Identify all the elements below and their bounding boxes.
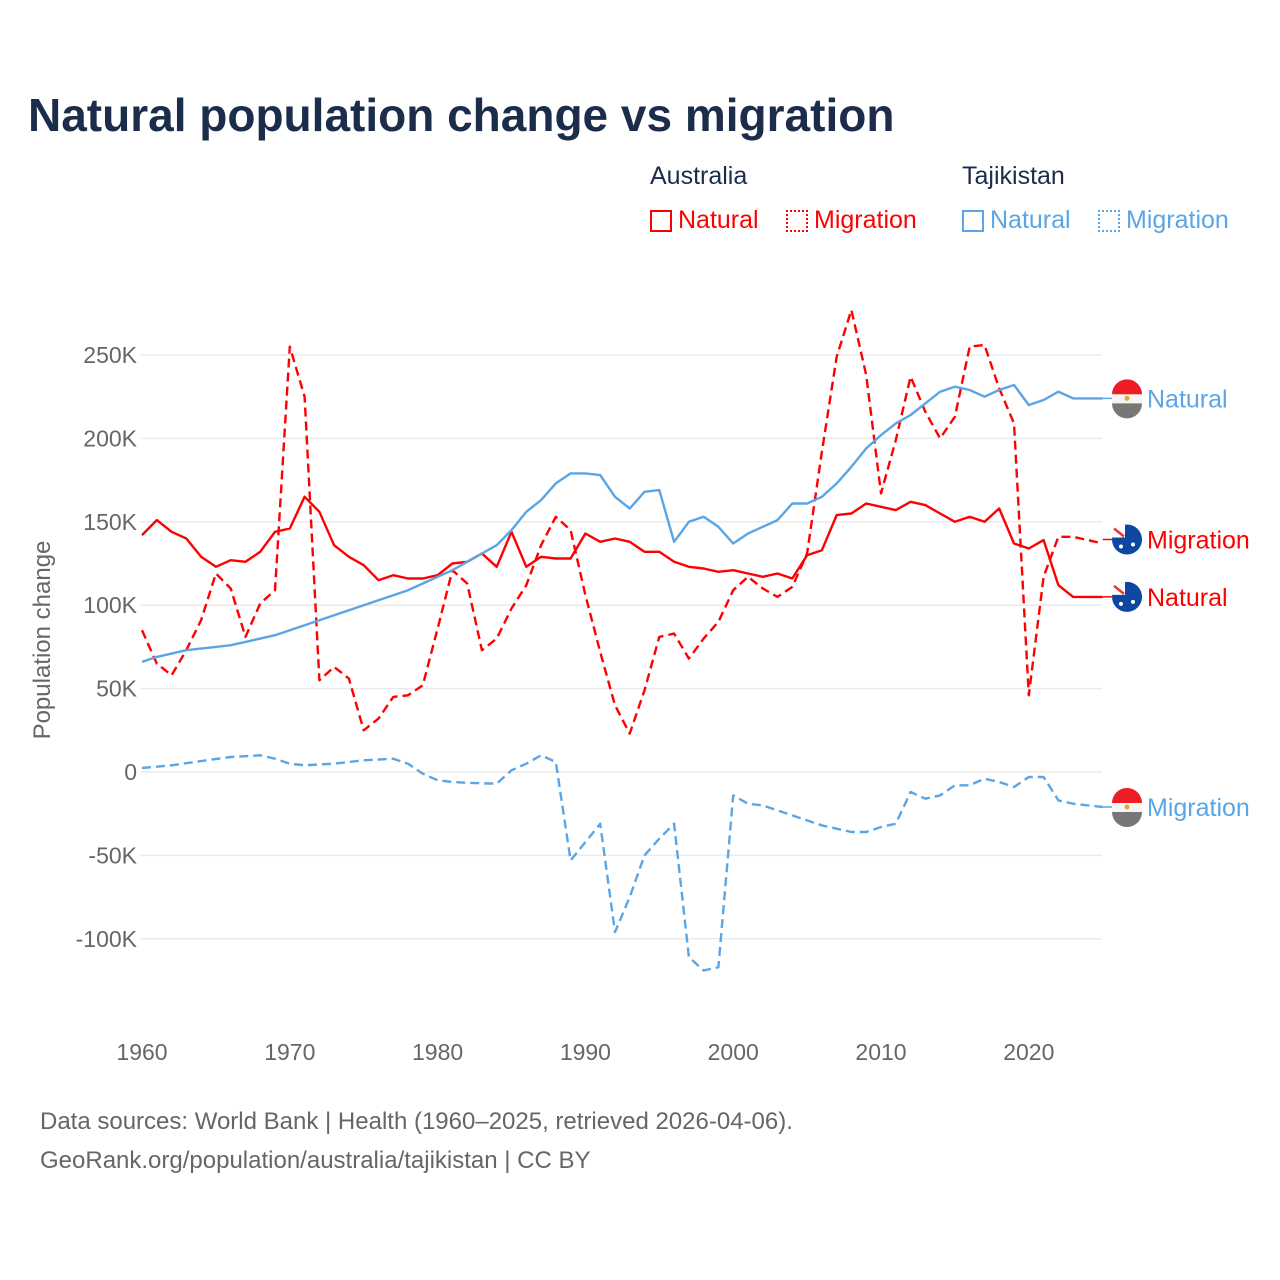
series-line-tajikistan-natural <box>141 383 1103 664</box>
flag-star <box>1131 542 1135 547</box>
flag-cross <box>1113 584 1125 595</box>
flag-star <box>1119 601 1123 606</box>
y-axis-title: Population change <box>29 541 56 740</box>
flag-star <box>1119 544 1123 549</box>
y-tick-label: 250K <box>83 342 137 368</box>
x-tick-label: 2010 <box>855 1039 906 1065</box>
x-tick-label: 2020 <box>1003 1039 1054 1065</box>
y-tick-label: 200K <box>83 425 137 451</box>
y-tick-label: -50K <box>88 842 137 868</box>
x-tick-label: 2000 <box>708 1039 759 1065</box>
flag-stripe-gray <box>1112 403 1142 419</box>
tajikistan-flag-icon <box>1112 788 1142 828</box>
x-tick-label: 1980 <box>412 1039 463 1065</box>
tajikistan-flag-icon <box>1112 379 1142 419</box>
legend-label: Natural <box>678 206 759 234</box>
legend-swatch-solid-red <box>650 209 672 232</box>
australia-flag-icon <box>1112 581 1142 612</box>
series-line-tajikistan-migration <box>141 754 1103 972</box>
y-tick-label: 150K <box>83 509 137 535</box>
legend-label: Natural <box>990 206 1071 234</box>
legend-label: Migration <box>1126 206 1229 234</box>
australia-flag-icon <box>1112 524 1142 555</box>
flag-star <box>1131 599 1135 604</box>
end-label: Migration <box>1147 526 1250 554</box>
flag-crown <box>1124 395 1130 401</box>
y-tick-label: -100K <box>76 926 138 952</box>
chart-title: Natural population change vs migration <box>28 89 895 141</box>
series-line-australia-natural <box>141 495 1103 599</box>
flag-stripe-red <box>1112 379 1142 395</box>
end-label: Natural <box>1147 385 1228 413</box>
footer-sources: Data sources: World Bank | Health (1960–… <box>40 1108 793 1135</box>
legend-group-tajikistan: Tajikistan <box>962 162 1065 190</box>
flag-crown <box>1124 804 1130 810</box>
x-tick-label: 1970 <box>264 1039 315 1065</box>
y-tick-label: 100K <box>83 592 137 618</box>
legend-swatch-solid-blue <box>962 209 984 232</box>
legend-group-australia: Australia <box>650 162 748 190</box>
end-label: Natural <box>1147 584 1228 612</box>
legend-swatch-dotted-red <box>786 209 808 232</box>
y-tick-label: 0 <box>124 759 137 785</box>
flag-stripe-red <box>1112 788 1142 804</box>
flag-cross <box>1113 527 1125 538</box>
legend-tajikistan-natural[interactable]: Natural <box>962 206 1071 235</box>
legend-australia-migration[interactable]: Migration <box>786 206 917 235</box>
x-tick-label: 1990 <box>560 1039 611 1065</box>
legend-swatch-dotted-blue <box>1098 209 1120 232</box>
x-tick-label: 1960 <box>116 1039 167 1065</box>
legend-tajikistan-migration[interactable]: Migration <box>1098 206 1229 235</box>
series-line-australia-migration <box>140 308 1103 735</box>
flag-stripe-gray <box>1112 812 1142 828</box>
y-tick-label: 50K <box>96 676 138 702</box>
end-label: Migration <box>1147 794 1250 822</box>
legend-label: Migration <box>814 206 917 234</box>
legend-australia-natural[interactable]: Natural <box>650 206 759 235</box>
footer-link[interactable]: GeoRank.org/population/australia/tajikis… <box>40 1147 591 1174</box>
